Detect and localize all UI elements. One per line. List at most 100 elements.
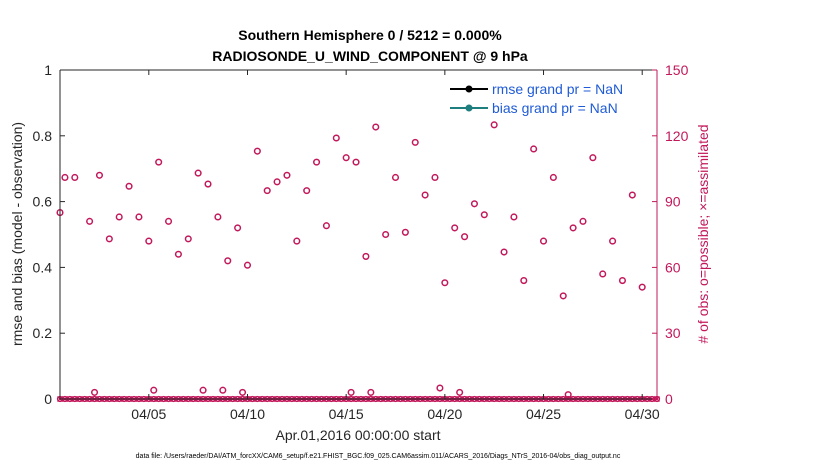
obs-possible-low-point [564, 391, 572, 399]
obs-possible-point [204, 180, 212, 188]
y-left-tick-label: 0 [44, 391, 52, 407]
y-left-tick-label: 0.4 [33, 259, 53, 275]
legend-rmse-label: rmse grand pr = NaN [492, 81, 623, 97]
y-right-tick-label: 60 [665, 259, 681, 275]
y-right-tick-label: 150 [665, 62, 689, 78]
obs-possible-point [530, 145, 538, 153]
y-right-tick-label: 90 [665, 194, 681, 210]
y-right-tick-label: 30 [665, 325, 681, 341]
obs-possible-point [579, 217, 587, 225]
obs-possible-point [421, 191, 429, 199]
y-left-tick-label: 0.6 [33, 194, 53, 210]
legend-bias-label: bias grand pr = NaN [492, 100, 618, 116]
obs-possible-point [451, 224, 459, 232]
obs-possible-point [480, 211, 488, 219]
obs-possible-point [145, 237, 153, 245]
obs-possible-point [470, 200, 478, 208]
obs-possible-point [71, 173, 79, 182]
footer-data-file: data file: /Users/raeder/DAI/ATM_forcXX/… [136, 453, 621, 460]
obs-possible-low-point [347, 388, 355, 396]
x-tick-label: 04/15 [329, 406, 364, 422]
chart-title-line1: Southern Hemisphere 0 / 5212 = 0.000% [238, 27, 502, 43]
legend-rmse-marker [465, 85, 473, 93]
obs-possible-point [391, 173, 400, 182]
obs-possible-point [490, 121, 498, 129]
x-tick-label: 04/20 [427, 406, 462, 422]
obs-possible-point [164, 217, 173, 225]
x-axis-label: Apr.01,2016 00:00:00 start [275, 427, 440, 443]
obs-possible-point [293, 237, 301, 245]
obs-possible-point [500, 248, 508, 256]
obs-possible-low-point [219, 386, 227, 394]
obs-possible-point [234, 224, 242, 232]
obs-possible-point [313, 158, 321, 166]
obs-possible-point [441, 279, 449, 287]
obs-possible-point [638, 283, 646, 291]
obs-possible-low-series [90, 384, 572, 399]
obs-possible-point [362, 252, 370, 260]
obs-possible-point [125, 182, 133, 190]
obs-possible-point [342, 154, 350, 162]
obs-possible-point [520, 277, 528, 285]
obs-possible-point [224, 257, 232, 265]
obs-possible-point [105, 235, 113, 243]
obs-possible-point [372, 123, 380, 131]
obs-possible-low-point [90, 388, 99, 396]
obs-possible-point [461, 233, 469, 241]
obs-possible-point [174, 250, 182, 258]
obs-possible-point [599, 270, 607, 278]
obs-possible-point [273, 178, 281, 186]
obs-possible-low-point [150, 386, 158, 394]
obs-possible-point [115, 213, 123, 221]
obs-possible-low-point [456, 388, 464, 396]
y-axis-left-label: rmse and bias (model - observation) [9, 122, 25, 346]
obs-possible-point [86, 217, 94, 225]
x-tick-label: 04/05 [131, 406, 166, 422]
obs-possible-point [589, 154, 597, 162]
obs-possible-point [214, 213, 222, 221]
obs-possible-point [263, 187, 271, 195]
x-ticks: 04/05 04/10 04/15 04/20 04/25 04/30 [131, 70, 660, 422]
obs-possible-point [184, 235, 192, 243]
obs-possible-point [569, 224, 577, 232]
obs-possible-point [253, 147, 261, 155]
y-left-tick-label: 0.8 [33, 128, 53, 144]
obs-possible-point [322, 222, 330, 230]
obs-possible-point [243, 261, 252, 269]
y-left-tick-label: 0.2 [33, 325, 53, 341]
plot-area [60, 70, 657, 399]
obs-possible-point [628, 191, 636, 199]
obs-possible-point [155, 158, 163, 166]
obs-possible-low-point [199, 386, 207, 394]
y-right-tick-label: 120 [665, 128, 689, 144]
obs-possible-point [618, 277, 627, 285]
obs-possible-point [609, 237, 617, 245]
obs-possible-series [56, 121, 646, 300]
obs-possible-point [332, 134, 340, 142]
obs-possible-point [283, 171, 291, 179]
obs-possible-low-point [239, 388, 247, 396]
obs-possible-point [549, 173, 557, 182]
obs-possible-point [559, 292, 567, 300]
obs-possible-point [95, 171, 104, 179]
legend-bias-marker [465, 104, 473, 112]
legend-box [446, 78, 654, 118]
obs-possible-point [401, 228, 409, 236]
obs-possible-point [510, 213, 518, 221]
y-right-tick-label: 0 [665, 391, 673, 407]
y-axis-right-label: # of obs: o=possible; ×=assimilated [695, 124, 711, 343]
chart-title-line2: RADIOSONDE_U_WIND_COMPONENT @ 9 hPa [212, 48, 528, 64]
obs-possible-point [303, 187, 311, 195]
obs-possible-point [411, 138, 419, 146]
y-right-ticks: 0 30 60 90 120 150 [652, 62, 689, 407]
obs-possible-point [135, 213, 143, 221]
x-tick-label: 04/30 [625, 406, 660, 422]
obs-possible-point [431, 173, 439, 182]
obs-possible-point [382, 230, 390, 239]
x-tick-label: 04/25 [526, 406, 561, 422]
obs-possible-point [61, 173, 69, 182]
obs-possible-low-point [436, 384, 444, 392]
obs-possible-point [194, 169, 202, 177]
obs-possible-point [539, 237, 548, 245]
